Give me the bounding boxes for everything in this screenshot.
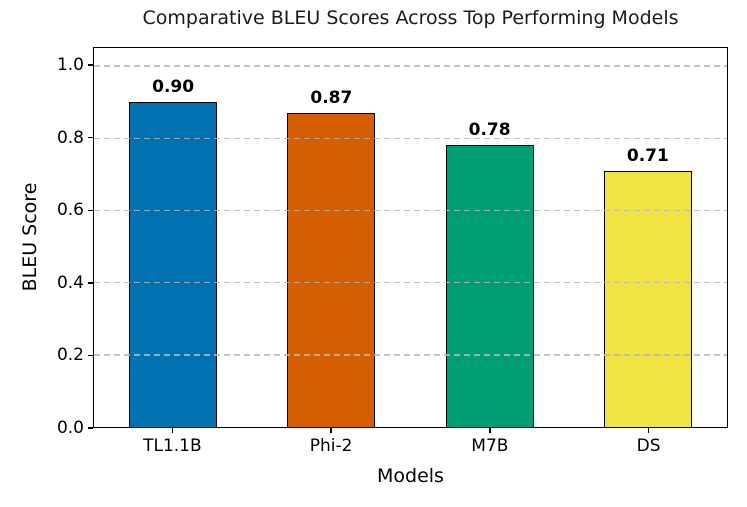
bar-value-label: 0.71 <box>626 145 669 166</box>
x-tick-mark <box>171 428 174 433</box>
grid-line <box>94 65 727 67</box>
bar-slot: 0.90 <box>94 48 252 427</box>
y-tick-mark <box>88 354 93 357</box>
grid-line <box>94 354 727 356</box>
x-tick-label: M7B <box>471 436 509 456</box>
y-tick-label: 0.0 <box>56 418 84 438</box>
bar-value-label: 0.90 <box>152 77 195 98</box>
bar-value-label: 0.87 <box>310 87 353 108</box>
y-tick-mark <box>88 427 93 429</box>
y-tick-mark <box>88 209 93 212</box>
y-tick-label: 0.4 <box>56 272 84 293</box>
y-tick-mark <box>88 64 93 66</box>
grid-line <box>94 209 727 212</box>
grid-line <box>94 281 727 284</box>
x-axis-label: Models <box>377 465 444 487</box>
y-tick-label: 1.0 <box>56 55 84 76</box>
y-tick-label: 0.6 <box>56 200 84 221</box>
bar-Phi-2 <box>287 112 376 427</box>
chart-title: Comparative BLEU Scores Across Top Perfo… <box>142 7 679 29</box>
y-tick-label: 0.2 <box>56 345 84 366</box>
bar-DS <box>603 170 692 427</box>
plot-area: 0.90 0.87 0.78 0.71 <box>93 47 728 428</box>
bar-slot: 0.78 <box>411 48 569 427</box>
bar-value-label: 0.78 <box>468 120 511 141</box>
y-tick-label: 0.8 <box>56 127 84 148</box>
x-tick-label: DS <box>636 436 661 456</box>
bar-TL1.1B <box>129 102 218 427</box>
x-tick-label: Phi-2 <box>309 436 353 456</box>
x-tick-label: TL1.1B <box>143 436 202 456</box>
bar-M7B <box>445 145 534 427</box>
bar-slot: 0.87 <box>252 48 410 427</box>
y-tick-mark <box>88 282 93 284</box>
x-tick-mark <box>489 428 491 433</box>
grid-line <box>94 137 727 139</box>
y-tick-mark <box>88 136 93 139</box>
bar-slot: 0.71 <box>569 48 727 427</box>
x-tick-mark <box>647 428 650 433</box>
x-tick-mark <box>330 428 332 433</box>
